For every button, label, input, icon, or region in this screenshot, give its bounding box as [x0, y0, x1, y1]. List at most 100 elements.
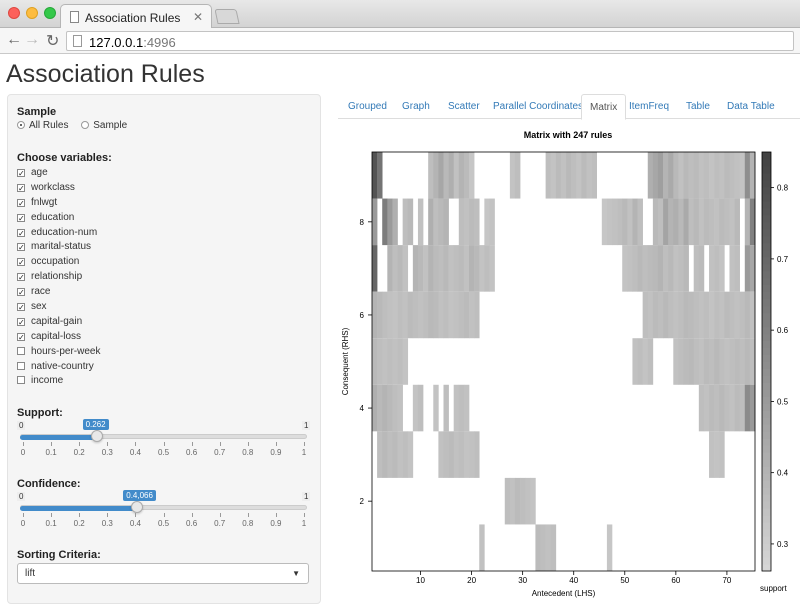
checkbox-fnlwgt[interactable]: ✓ fnlwgt: [17, 196, 100, 211]
tab-parallel-coordinates[interactable]: Parallel Coordinates: [493, 101, 584, 112]
radio-all-rules[interactable]: All Rules: [17, 120, 68, 131]
matrix-cell: [402, 291, 409, 339]
checkbox-income[interactable]: income: [17, 374, 100, 389]
browser-tab-title: Association Rules: [85, 11, 181, 25]
matrix-cell: [412, 245, 419, 292]
checkbox-race[interactable]: ✓ race: [17, 285, 100, 300]
colorbar-swatch: [762, 515, 771, 523]
slider-handle[interactable]: [90, 430, 103, 442]
matrix-cell: [377, 152, 383, 199]
minimize-window-button[interactable]: [26, 7, 38, 19]
slider-handle[interactable]: [131, 501, 144, 513]
checkbox-checked-icon[interactable]: ✓: [17, 198, 25, 208]
checkbox-label: income: [31, 375, 64, 387]
matrix-cell: [647, 291, 654, 339]
checkbox-checked-icon[interactable]: ✓: [17, 332, 25, 342]
slider-fill: [20, 506, 138, 511]
checkbox-workclass[interactable]: ✓ workclass: [17, 181, 100, 196]
checkbox-marital-status[interactable]: ✓ marital-status: [17, 240, 100, 255]
sorting-criteria-select[interactable]: lift ▼: [17, 563, 309, 584]
slider-tick-label: 0.9: [270, 448, 282, 457]
colorbar-swatch: [762, 445, 771, 453]
checkbox-checked-icon[interactable]: ✓: [17, 258, 25, 268]
checkbox-unchecked-icon[interactable]: [17, 376, 25, 385]
checkbox-label: race: [31, 286, 51, 298]
matrix-cell: [387, 384, 393, 432]
matrix-cell: [581, 152, 587, 199]
matrix-cell: [402, 245, 409, 292]
close-window-button[interactable]: [8, 7, 20, 19]
matrix-cell: [550, 524, 557, 571]
checkbox-sex[interactable]: ✓ sex: [17, 300, 100, 315]
address-bar[interactable]: 127.0.0.1:4996: [66, 31, 794, 51]
checkbox-age[interactable]: ✓ age: [17, 166, 100, 181]
checkbox-checked-icon[interactable]: ✓: [17, 228, 25, 238]
matrix-cell: [744, 291, 751, 339]
matrix-cell: [453, 152, 460, 199]
radio-label: Sample: [93, 120, 128, 131]
checkbox-unchecked-icon[interactable]: [17, 346, 25, 355]
tab-itemfreq[interactable]: ItemFreq: [629, 101, 670, 112]
matrix-cell: [678, 152, 684, 199]
matrix-cell: [443, 152, 449, 199]
tab-scatter[interactable]: Scatter: [448, 101, 480, 112]
checkbox-occupation[interactable]: ✓ occupation: [17, 255, 100, 270]
matrix-cell: [698, 291, 705, 339]
matrix-cell: [657, 152, 664, 199]
matrix-cell: [739, 152, 746, 199]
checkbox-checked-icon[interactable]: ✓: [17, 273, 25, 283]
checkbox-checked-icon[interactable]: ✓: [17, 213, 25, 223]
matrix-cell: [724, 291, 730, 339]
x-tick-label: 50: [620, 576, 629, 585]
matrix-cell: [438, 198, 444, 246]
tab-graph[interactable]: Graph: [402, 101, 430, 112]
matrix-cell: [668, 152, 674, 199]
checkbox-checked-icon[interactable]: ✓: [17, 303, 25, 313]
radio-sample[interactable]: Sample: [81, 120, 127, 131]
slider-tick-label: 0.7: [214, 448, 226, 457]
checkbox-label: workclass: [31, 181, 75, 193]
back-arrow-icon[interactable]: ←: [6, 31, 22, 48]
matrix-cell: [724, 198, 730, 246]
matrix-cell: [698, 198, 705, 246]
matrix-cell: [663, 198, 669, 246]
tab-data-table[interactable]: Data Table: [727, 101, 775, 112]
tab-matrix[interactable]: Matrix: [581, 94, 627, 120]
matrix-cell: [504, 477, 511, 525]
checkbox-checked-icon[interactable]: ✓: [17, 169, 25, 178]
forward-arrow-icon[interactable]: →: [24, 31, 40, 48]
checkbox-checked-icon[interactable]: ✓: [17, 288, 25, 298]
checkbox-unchecked-icon[interactable]: [17, 361, 25, 370]
checkbox-checked-icon[interactable]: ✓: [17, 243, 25, 253]
checkbox-relationship[interactable]: ✓ relationship: [17, 270, 100, 285]
new-tab-button[interactable]: [214, 9, 240, 24]
colorbar-swatch: [762, 354, 771, 362]
checkbox-capital-gain[interactable]: ✓ capital-gain: [17, 315, 100, 330]
browser-tab[interactable]: Association Rules ✕: [60, 4, 212, 29]
matrix-cell: [402, 198, 409, 246]
checkbox-checked-icon[interactable]: ✓: [17, 183, 25, 193]
slider-tick: [247, 513, 249, 517]
checkbox-education[interactable]: ✓ education: [17, 211, 100, 226]
checkbox-hours-per-week[interactable]: hours-per-week: [17, 345, 100, 360]
maximize-window-button[interactable]: [44, 7, 56, 19]
matrix-cell: [622, 198, 628, 246]
matrix-cell: [637, 198, 643, 246]
matrix-cell: [402, 431, 409, 478]
slider-tick: [23, 513, 24, 517]
matrix-cell: [448, 291, 455, 339]
matrix-cell: [632, 198, 638, 246]
matrix-cell: [647, 245, 654, 292]
checkbox-label: relationship: [31, 271, 83, 283]
checkbox-native-country[interactable]: native-country: [17, 360, 100, 375]
radio-button-icon[interactable]: [17, 121, 25, 129]
checkbox-checked-icon[interactable]: ✓: [17, 317, 25, 327]
checkbox-capital-loss[interactable]: ✓ capital-loss: [17, 330, 100, 345]
checkbox-label: education: [31, 211, 75, 223]
checkbox-education-num[interactable]: ✓ education-num: [17, 226, 100, 241]
tab-grouped[interactable]: Grouped: [348, 101, 387, 112]
reload-icon[interactable]: ↻: [46, 33, 60, 50]
close-tab-icon[interactable]: ✕: [192, 10, 203, 24]
tab-table[interactable]: Table: [686, 101, 710, 112]
radio-button-icon[interactable]: [81, 121, 90, 129]
